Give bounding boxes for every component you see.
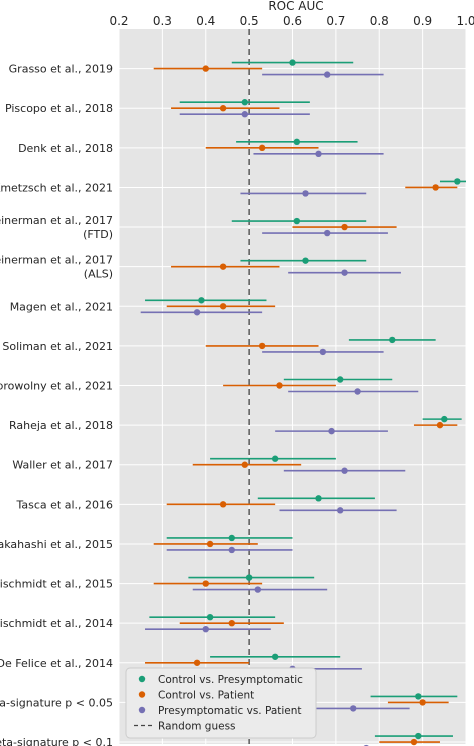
point-estimate: [202, 65, 209, 72]
point-estimate: [276, 382, 283, 389]
x-tick-label: 0.2: [109, 14, 128, 28]
legend-marker: [138, 706, 146, 714]
point-estimate: [415, 693, 422, 700]
point-estimate: [315, 495, 322, 502]
study-label: Raheja et al., 2018: [9, 419, 113, 432]
legend-marker: [138, 691, 146, 698]
point-estimate: [228, 546, 235, 554]
study-label: Grasso et al., 2019: [9, 63, 113, 76]
point-estimate: [206, 540, 214, 548]
point-estimate: [354, 388, 361, 395]
point-estimate: [193, 309, 201, 316]
x-tick-label: 0.5: [240, 14, 259, 28]
point-estimate: [350, 705, 357, 712]
point-estimate: [432, 184, 439, 191]
study-label: Takahashi et al., 2015: [0, 538, 113, 551]
point-estimate: [302, 190, 309, 197]
point-estimate: [324, 229, 331, 237]
plot-area: [118, 29, 467, 744]
point-estimate: [315, 150, 322, 158]
x-tick-label: 0.6: [283, 14, 302, 28]
x-tick-label: 0.8: [370, 14, 389, 28]
x-tick-label: 1.0: [456, 14, 474, 28]
point-estimate: [219, 303, 227, 310]
study-label: Freischmidt et al., 2014: [0, 617, 113, 630]
point-estimate: [206, 613, 214, 621]
point-estimate: [415, 732, 422, 740]
point-estimate: [271, 455, 279, 462]
point-estimate: [328, 427, 335, 435]
study-label: Sheinerman et al., 2017: [0, 254, 113, 267]
point-estimate: [454, 178, 461, 185]
point-estimate: [241, 461, 248, 468]
point-estimate: [293, 138, 301, 146]
point-estimate: [202, 580, 209, 587]
study-labels: Grasso et al., 2019 Piscopo et al., 2018 D…: [0, 63, 113, 746]
study-label: Kmetzsch et al., 2021: [0, 181, 113, 194]
x-axis-ticks: 0.2 0.3 0.4 0.5 0.6 0.7 0.8 0.9 1.0: [109, 14, 474, 28]
study-label: De Felice et al., 2014: [0, 657, 113, 670]
point-estimate: [302, 257, 309, 264]
point-estimate: [241, 111, 248, 118]
point-estimate: [241, 99, 248, 106]
point-estimate: [341, 269, 348, 276]
point-estimate: [228, 619, 235, 627]
point-estimate: [337, 376, 344, 383]
point-estimate: [271, 653, 279, 660]
x-tick-label: 0.3: [153, 14, 172, 28]
legend-label: Control vs. Presymptomatic: [158, 674, 303, 686]
x-tick-label: 0.4: [196, 14, 215, 28]
point-estimate: [293, 217, 301, 225]
point-estimate: [436, 421, 444, 429]
x-tick-label: 0.7: [326, 14, 345, 28]
x-axis-title: ROC AUC: [268, 0, 323, 13]
study-label: (FTD): [83, 228, 113, 241]
legend: Control vs. Presymptomatic Control vs. Pa…: [125, 667, 317, 739]
point-estimate: [245, 574, 253, 581]
legend-marker: [138, 675, 146, 683]
point-estimate: [258, 144, 266, 152]
point-estimate: [341, 223, 348, 231]
point-estimate: [289, 59, 296, 66]
study-label: Soliman et al., 2021: [2, 340, 113, 353]
study-label: Sheinerman et al., 2017: [0, 214, 113, 227]
point-estimate: [410, 738, 418, 746]
point-estimate: [324, 71, 331, 78]
study-label: Meta-signature p < 0.1: [0, 736, 113, 746]
point-estimate: [419, 699, 426, 706]
point-estimate: [319, 348, 327, 356]
legend-label: Random guess: [158, 721, 236, 733]
point-estimate: [228, 534, 235, 542]
study-label: (ALS): [84, 268, 113, 281]
point-estimate: [219, 501, 227, 508]
point-estimate: [219, 263, 227, 270]
x-tick-label: 0.9: [413, 14, 432, 28]
study-label: Meta-signature p < 0.05: [0, 696, 113, 709]
point-estimate: [219, 105, 227, 112]
point-estimate: [441, 415, 448, 423]
point-estimate: [198, 297, 205, 304]
study-label: Freischmidt et al., 2015: [0, 578, 113, 591]
point-estimate: [193, 659, 201, 666]
study-label: Magen et al., 2021: [10, 300, 113, 313]
legend-label: Control vs. Patient: [158, 690, 254, 702]
point-estimate: [341, 467, 348, 474]
legend-box: [125, 667, 317, 739]
point-estimate: [254, 586, 261, 593]
study-label: Dobrowolny et al., 2021: [0, 380, 113, 393]
point-estimate: [258, 342, 266, 350]
point-estimate: [337, 507, 344, 514]
series-marks: [140, 59, 466, 746]
point-estimate: [202, 625, 209, 633]
point-estimate: [389, 336, 396, 344]
legend-label: Presymptomatic vs. Patient: [158, 705, 302, 717]
study-label: Tasca et al., 2016: [15, 498, 113, 511]
study-label: Waller et al., 2017: [12, 459, 113, 472]
study-label: Denk et al., 2018: [18, 142, 113, 155]
study-label: Piscopo et al., 2018: [5, 102, 113, 115]
